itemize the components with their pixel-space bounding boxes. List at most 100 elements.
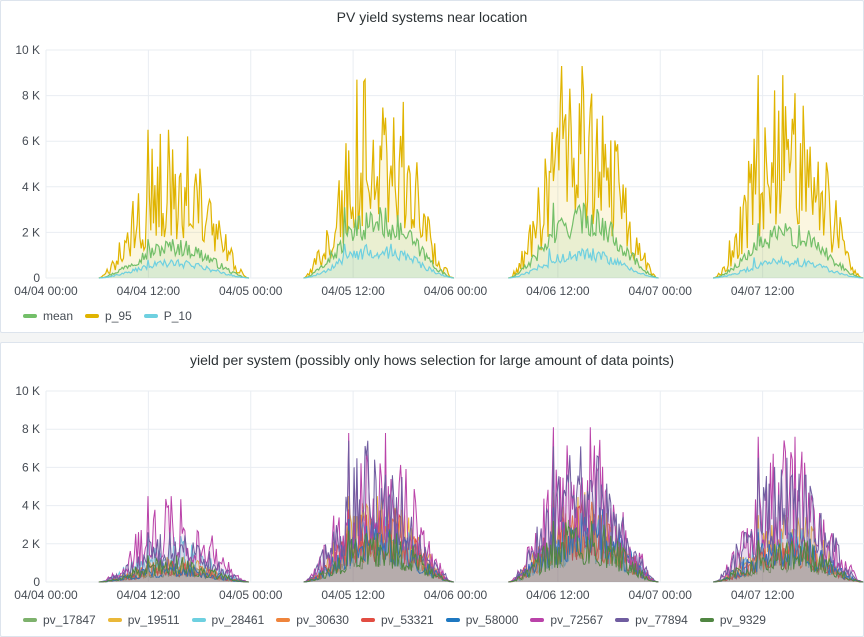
series-area <box>303 243 454 278</box>
legend-swatch <box>191 618 206 622</box>
y-tick-label: 2 K <box>22 537 40 551</box>
series-line <box>508 65 659 279</box>
x-tick-label: 04/06 12:00 <box>526 588 590 602</box>
series-line <box>508 520 659 583</box>
legend-swatch <box>85 314 100 318</box>
series-line <box>98 532 250 583</box>
x-tick-label: 04/07 12:00 <box>731 284 795 298</box>
series-line <box>713 532 864 583</box>
x-tick-label: 04/05 00:00 <box>219 588 283 602</box>
legend-item[interactable]: mean <box>23 309 73 323</box>
legend-label: pv_19511 <box>127 613 180 627</box>
y-tick-label: 0 <box>33 575 40 589</box>
series-line <box>303 207 454 279</box>
series-area <box>303 207 454 278</box>
legend-label: p_95 <box>105 309 132 323</box>
legend-item[interactable]: pv_17847 <box>23 613 96 627</box>
legend-swatch <box>445 618 460 622</box>
legend-item[interactable]: pv_72567 <box>530 613 603 627</box>
x-tick-label: 04/04 00:00 <box>14 284 78 298</box>
panel-title[interactable]: yield per system (possibly only hows sel… <box>189 352 674 368</box>
series-line <box>303 77 455 279</box>
series-area <box>303 530 454 582</box>
series-area <box>303 433 454 582</box>
series-line <box>98 496 250 583</box>
legend-label: pv_17847 <box>43 613 96 627</box>
pv-yield-panel: PV yield systems near location 0 2 K 4 K 6 … <box>0 0 864 333</box>
y-tick-label: 6 K <box>22 134 40 148</box>
y-tick-label: 8 K <box>22 422 40 436</box>
series-mean <box>98 202 864 279</box>
x-tick-label: 04/05 00:00 <box>219 284 283 298</box>
series-area <box>98 239 250 278</box>
legend-swatch <box>699 618 714 622</box>
legend-swatch <box>107 618 122 622</box>
series-line <box>98 239 250 279</box>
series-area <box>508 248 659 278</box>
legend-label: pv_28461 <box>211 613 265 627</box>
series-line <box>713 536 864 583</box>
x-tick-label: 04/06 00:00 <box>424 284 488 298</box>
legend: pv_17847 pv_19511 pv_28461 pv_30630 pv_53321… <box>23 613 863 627</box>
y-tick-label: 4 K <box>22 180 40 194</box>
series-P_10 <box>98 243 864 279</box>
yield-per-system-chart: 0 2 K 4 K 6 K 8 K 10 K 04/04 00:00 04/04 12:00 0… <box>14 384 864 602</box>
series-line <box>712 75 864 279</box>
series-line <box>303 440 454 583</box>
x-tick-label: 04/07 12:00 <box>731 588 795 602</box>
series-area <box>508 202 659 278</box>
x-tick-label: 04/07 00:00 <box>629 588 693 602</box>
series-pv_9329 <box>98 520 864 583</box>
legend-item[interactable]: pv_77894 <box>615 613 688 627</box>
y-tick-label: 4 K <box>22 499 40 513</box>
series-area <box>98 129 250 278</box>
legend-label: pv_53321 <box>380 613 434 627</box>
legend: mean p_95 P_10 <box>23 309 863 323</box>
y-tick-label: 10 K <box>15 384 40 398</box>
legend-label: pv_9329 <box>719 613 766 627</box>
legend-item[interactable]: pv_58000 <box>445 613 519 627</box>
legend-item[interactable]: pv_53321 <box>360 613 434 627</box>
series-line <box>98 555 250 583</box>
series-area <box>98 555 250 582</box>
legend-item[interactable]: p_95 <box>85 309 132 323</box>
legend-item[interactable]: P_10 <box>143 309 192 323</box>
series-line <box>508 202 659 279</box>
y-tick-label: 2 K <box>22 225 40 239</box>
series-line <box>713 255 864 279</box>
legend-swatch <box>23 618 37 622</box>
x-tick-label: 04/05 12:00 <box>321 284 385 298</box>
legend-swatch <box>143 314 158 318</box>
panel-title[interactable]: PV yield systems near location <box>336 9 528 25</box>
y-tick-label: 6 K <box>22 460 40 474</box>
legend-label: pv_77894 <box>635 613 688 627</box>
x-tick-label: 04/06 00:00 <box>424 588 488 602</box>
pv-yield-chart: 0 2 K 4 K 6 K 8 K 10 K 04/04 00:00 04/04 12:00 0… <box>14 43 864 298</box>
series-p_95 <box>98 65 864 279</box>
legend-swatch <box>615 618 630 622</box>
legend-label: mean <box>43 309 74 323</box>
y-tick-label: 0 <box>33 271 40 285</box>
legend-item[interactable]: pv_9329 <box>699 613 766 627</box>
series-line <box>508 446 659 583</box>
series-area <box>98 259 250 278</box>
legend-label: pv_58000 <box>465 613 519 627</box>
series-line <box>303 530 454 583</box>
x-tick-label: 04/04 12:00 <box>117 588 181 602</box>
legend-swatch <box>360 618 375 622</box>
series-line <box>303 432 454 583</box>
grid <box>45 49 864 279</box>
series-area <box>713 223 864 278</box>
series-line <box>303 243 454 279</box>
legend-label: pv_30630 <box>296 613 349 627</box>
series-area <box>713 75 864 278</box>
legend-item[interactable]: pv_30630 <box>276 613 349 627</box>
legend-item[interactable]: pv_28461 <box>191 613 265 627</box>
x-tick-label: 04/05 12:00 <box>321 588 385 602</box>
series-line <box>98 129 250 279</box>
legend-swatch <box>530 618 545 622</box>
x-tick-label: 04/06 12:00 <box>526 284 590 298</box>
yield-per-system-panel: yield per system (possibly only hows sel… <box>0 342 864 637</box>
x-tick-label: 04/07 00:00 <box>629 284 693 298</box>
legend-item[interactable]: pv_19511 <box>107 613 180 627</box>
